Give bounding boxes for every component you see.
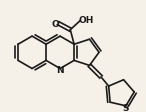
- Text: OH: OH: [78, 16, 93, 25]
- Text: N: N: [56, 65, 64, 74]
- Text: O: O: [51, 19, 59, 28]
- Text: S: S: [123, 103, 129, 112]
